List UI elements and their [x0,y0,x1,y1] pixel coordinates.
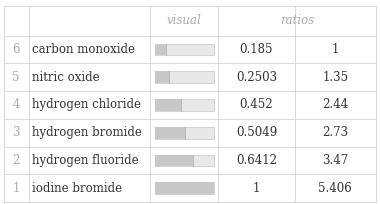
Text: 1: 1 [332,43,339,56]
Text: 5: 5 [13,71,20,84]
Text: hydrogen bromide: hydrogen bromide [32,126,142,139]
Text: visual: visual [167,14,202,27]
Bar [155,99,182,111]
Text: 2.73: 2.73 [322,126,348,139]
Text: carbon monoxide: carbon monoxide [32,43,135,56]
Bar [155,71,169,83]
Bar [155,71,214,83]
Text: 3.47: 3.47 [322,154,348,167]
Bar [155,44,214,55]
Bar [155,155,214,166]
Bar [155,155,193,166]
Text: hydrogen chloride: hydrogen chloride [32,99,141,111]
Text: 0.185: 0.185 [240,43,273,56]
Bar [155,127,214,139]
Bar [155,127,185,139]
Text: 3: 3 [13,126,20,139]
Text: 2.44: 2.44 [322,99,348,111]
Text: 1: 1 [13,182,20,195]
Text: hydrogen fluoride: hydrogen fluoride [32,154,139,167]
Text: 1: 1 [253,182,260,195]
Bar [155,182,214,194]
Text: 0.6412: 0.6412 [236,154,277,167]
Text: 5.406: 5.406 [318,182,352,195]
Text: 2: 2 [13,154,20,167]
Text: 4: 4 [13,99,20,111]
Text: ratios: ratios [280,14,315,27]
Bar [155,44,166,55]
Bar [155,99,214,111]
Text: 6: 6 [13,43,20,56]
Text: 0.452: 0.452 [240,99,273,111]
Text: iodine bromide: iodine bromide [32,182,122,195]
Text: nitric oxide: nitric oxide [32,71,100,84]
Bar [155,182,214,194]
Text: 0.2503: 0.2503 [236,71,277,84]
Text: 0.5049: 0.5049 [236,126,277,139]
Text: 1.35: 1.35 [322,71,348,84]
